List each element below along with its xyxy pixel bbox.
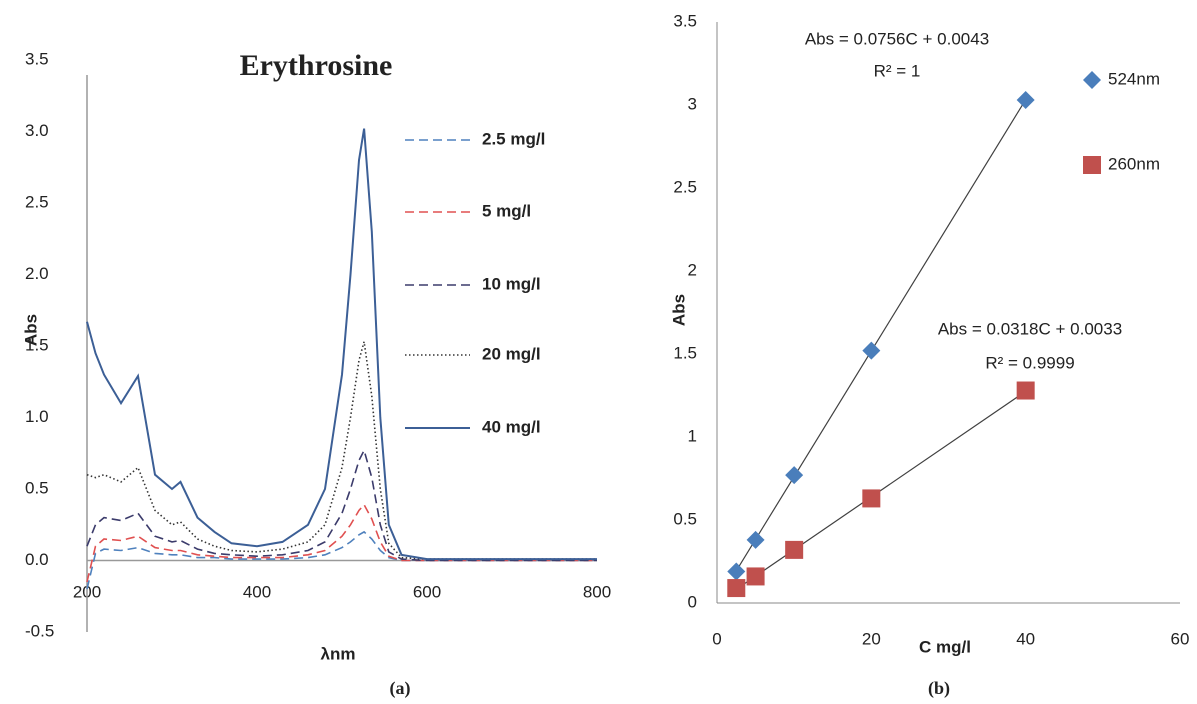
y-tick-label: 1 (688, 426, 697, 445)
square-marker (862, 489, 881, 508)
legend-swatch (1083, 71, 1101, 89)
y-tick-label: 2 (688, 260, 697, 279)
spectrum-line (86, 128, 597, 561)
x-axis-label: C mg/l (919, 637, 971, 656)
equation-label: Abs = 0.0756C + 0.0043 (805, 29, 989, 48)
square-marker (1016, 381, 1035, 400)
y-tick-label: 0.5 (25, 478, 49, 497)
y-tick-label: 3.0 (25, 121, 49, 140)
y-tick-label: 3.5 (673, 11, 697, 30)
diamond-marker (862, 341, 881, 360)
legend-label: 260nm (1108, 154, 1160, 173)
legend-swatch (1083, 156, 1101, 174)
diamond-marker (1016, 91, 1035, 110)
spectrum-line (86, 341, 597, 560)
x-axis-label: λnm (321, 644, 356, 663)
y-tick-label: 3.5 (25, 49, 49, 68)
legend-label: 10 mg/l (482, 274, 541, 293)
y-tick-label: -0.5 (25, 621, 54, 640)
y-tick-label: 2.5 (25, 192, 49, 211)
x-tick-label: 800 (583, 582, 611, 601)
spectrum-line (86, 448, 597, 562)
y-tick-label: 3 (688, 94, 697, 113)
y-tick-label: 0 (688, 592, 697, 611)
x-tick-label: 400 (243, 582, 271, 601)
equation-label: R² = 0.9999 (985, 353, 1074, 372)
legend-label: 5 mg/l (482, 201, 531, 220)
diamond-marker (785, 466, 804, 485)
caption: (b) (928, 678, 950, 699)
y-tick-label: 0.5 (673, 509, 697, 528)
x-tick-label: 40 (1016, 629, 1035, 648)
y-tick-label: 1.5 (673, 343, 697, 362)
spectrum-line (86, 503, 597, 583)
square-marker (785, 540, 804, 559)
caption: (a) (390, 678, 411, 699)
trendline (735, 99, 1027, 572)
chart-title: Erythrosine (240, 49, 393, 82)
legend-label: 20 mg/l (482, 344, 541, 363)
x-tick-label: 60 (1171, 629, 1190, 648)
legend-label: 2.5 mg/l (482, 129, 545, 148)
diamond-marker (746, 530, 765, 549)
x-tick-label: 20 (862, 629, 881, 648)
y-tick-label: 1.5 (25, 335, 49, 354)
square-marker (746, 567, 765, 586)
x-tick-label: 600 (413, 582, 441, 601)
equation-label: R² = 1 (874, 61, 921, 80)
legend-label: 40 mg/l (482, 417, 541, 436)
equation-label: Abs = 0.0318C + 0.0033 (938, 319, 1122, 338)
y-axis-label: Abs (669, 294, 688, 326)
square-marker (727, 579, 746, 598)
trendline (735, 390, 1027, 590)
x-tick-label: 0 (712, 629, 721, 648)
y-tick-label: 1.0 (25, 407, 49, 426)
spectrum-line (86, 530, 597, 590)
legend-label: 524nm (1108, 69, 1160, 88)
y-axis-label: Abs (21, 314, 40, 346)
y-tick-label: 0.0 (25, 550, 49, 569)
y-tick-label: 2.0 (25, 264, 49, 283)
diamond-marker (727, 562, 746, 581)
y-tick-label: 2.5 (673, 177, 697, 196)
